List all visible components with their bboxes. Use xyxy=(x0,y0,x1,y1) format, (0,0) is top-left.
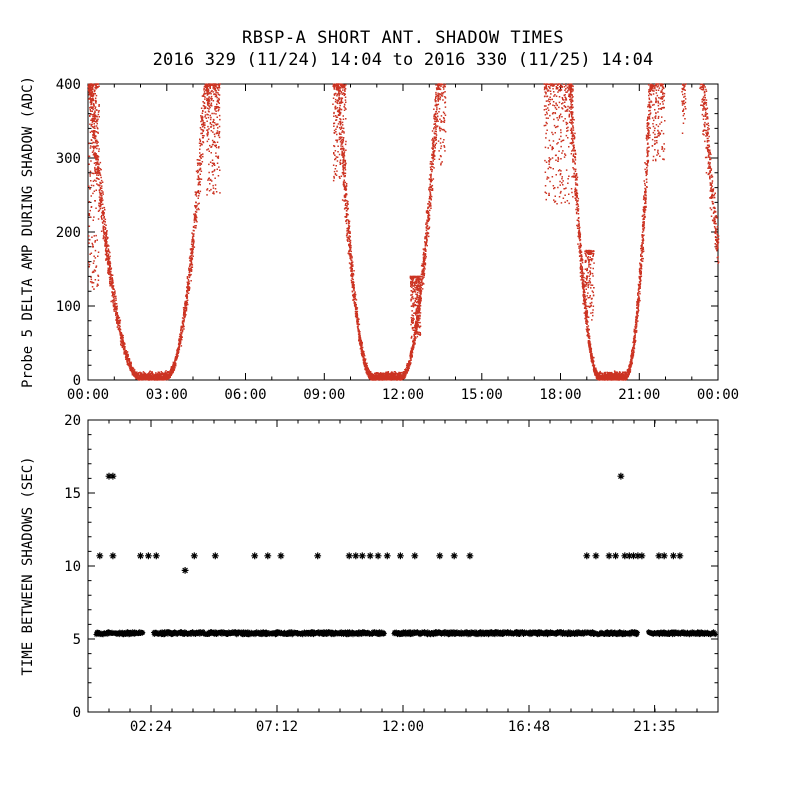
top-panel-xtick-label: 12:00 xyxy=(382,387,424,403)
top-panel-xtick-label: 00:00 xyxy=(697,387,739,403)
chart-title: RBSP-A SHORT ANT. SHADOW TIMES xyxy=(241,28,565,48)
top-panel-ytick-label: 200 xyxy=(56,225,81,241)
bottom-panel-xtick-label: 21:35 xyxy=(634,719,676,735)
chart-subtitle: 2016 329 (11/24) 14:04 to 2016 330 (11/2… xyxy=(152,50,654,70)
bottom-panel-xtick-label: 16:48 xyxy=(508,719,550,735)
bottom-panel-xtick-label: 07:12 xyxy=(256,719,298,735)
top-panel-frame xyxy=(87,83,719,381)
top-panel-ytick-label: 100 xyxy=(56,299,81,315)
top-panel-ylabel: Probe 5 DELTA AMP DURING SHADOW (ADC) xyxy=(20,76,36,388)
top-panel: 00:00 03:00 06:00 09:00 12:00 15:00 18:00 21:00… xyxy=(20,76,739,403)
bottom-panel-ytick-label: 10 xyxy=(64,559,81,575)
bottom-panel-ytick-label: 5 xyxy=(73,632,81,648)
top-panel-xtick-label: 03:00 xyxy=(146,387,188,403)
top-panel-xtick-label: 21:00 xyxy=(618,387,660,403)
top-panel-xtick-label: 00:00 xyxy=(67,387,109,403)
top-panel-xtick-label: 18:00 xyxy=(539,387,581,403)
bottom-panel-xtick-label: 02:24 xyxy=(130,719,172,735)
top-panel-xtick-label: 06:00 xyxy=(224,387,266,403)
bottom-panel-ylabel: TIME BETWEEN SHADOWS (SEC) xyxy=(20,456,36,675)
bottom-panel-ytick-label: 0 xyxy=(73,705,81,721)
top-panel-ytick-label: 400 xyxy=(56,77,81,93)
bottom-panel-xtick-label: 12:00 xyxy=(382,719,424,735)
top-panel-xtick-label: 15:00 xyxy=(461,387,503,403)
bottom-panel-ticks xyxy=(87,419,719,713)
top-panel-ytick-label: 300 xyxy=(56,151,81,167)
bottom-panel-ytick-label: 20 xyxy=(64,413,81,429)
top-panel-xtick-label: 09:00 xyxy=(303,387,345,403)
top-panel-ticks xyxy=(87,83,719,381)
bottom-panel-frame xyxy=(87,419,719,713)
shadow-interval-outlier-points xyxy=(96,472,684,574)
bottom-panel: 02:24 07:12 12:00 16:48 21:35 0 5 10 15 20 TIME BE… xyxy=(20,413,719,735)
shadow-amp-points xyxy=(87,83,720,381)
bottom-panel-ytick-label: 15 xyxy=(64,486,81,502)
top-panel-ytick-label: 0 xyxy=(73,373,81,389)
shadow-interval-band-points xyxy=(93,629,718,638)
